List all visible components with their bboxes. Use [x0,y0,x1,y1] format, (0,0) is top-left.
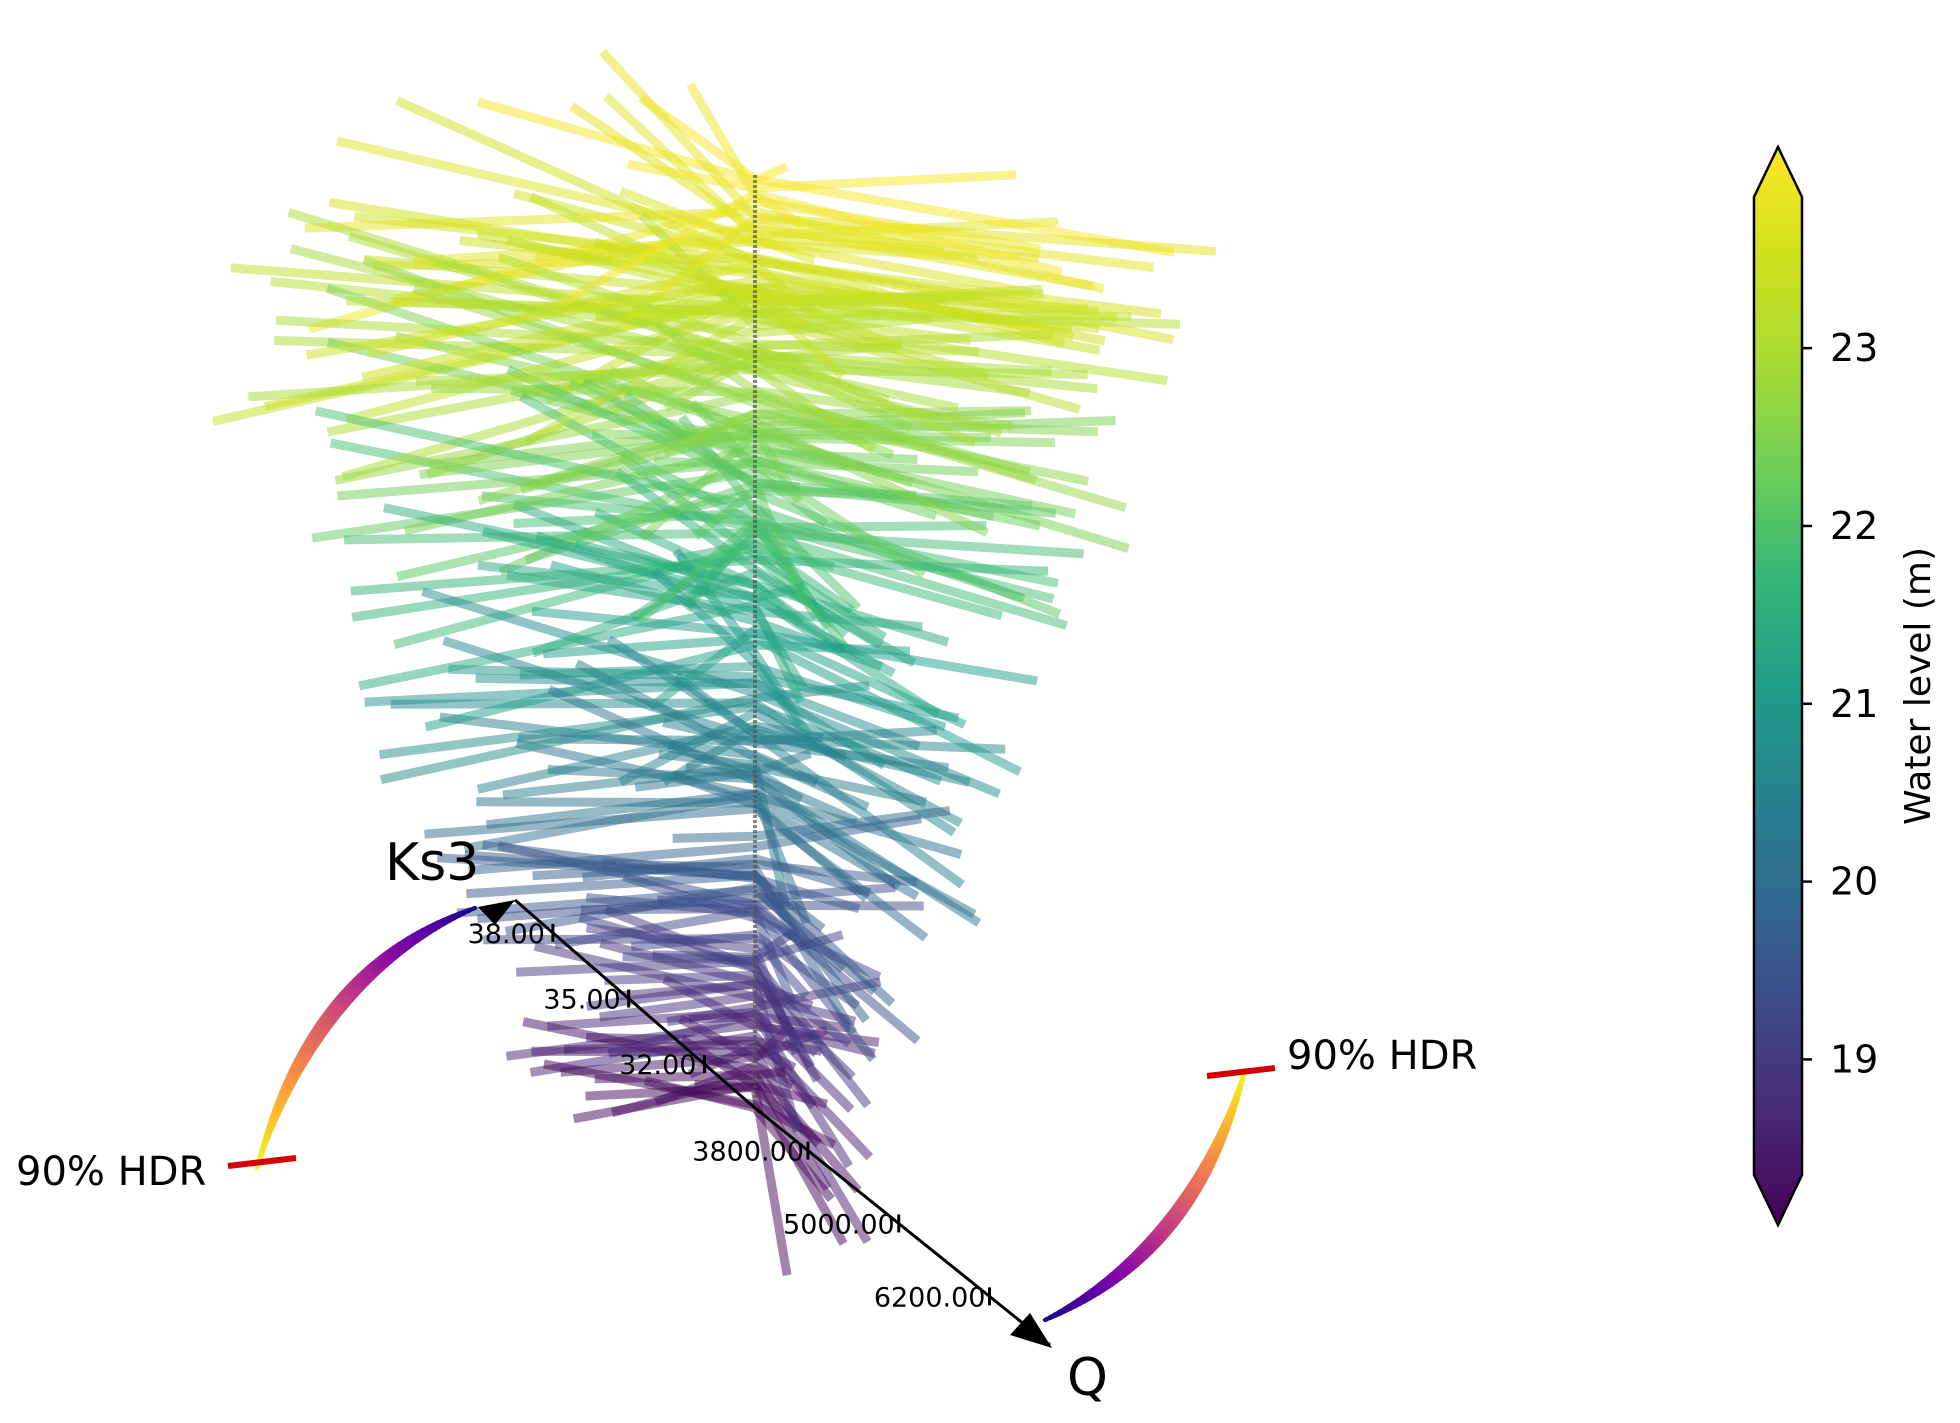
series-line [483,934,810,1000]
series-line [607,1009,853,1169]
series-line [638,94,1175,257]
right-hdr-arc [1042,1065,1276,1323]
series-line [618,187,979,262]
series-line [662,408,1090,486]
series-line [586,979,802,1134]
colorbar-tick-label: 20 [1830,860,1878,904]
q-axis: 3800.00 5000.00 6200.00 [692,1106,1052,1348]
colorbar-tick-label: 19 [1830,1037,1878,1081]
ks3-axis-line [514,898,756,1110]
ks3-axis: 32.00 35.00 38.00 [468,898,756,1110]
q-axis-label: Q [1067,1348,1108,1408]
series-line [415,364,1088,386]
colorbar-ticks: 19 20 21 22 23 [1802,326,1878,1081]
series-line [350,555,1049,596]
right-hdr-label: 90% HDR [1287,1033,1477,1079]
colorbar-tick-label: 21 [1830,682,1878,726]
colorbar-label: Water level (m) [1898,547,1939,825]
q-arrowhead [1010,1313,1052,1348]
colorbar-tick-label: 22 [1830,504,1878,548]
ks3-axis-label: Ks3 [385,833,479,893]
series-line [569,102,945,253]
q-tick-label: 3800.00 [692,1137,804,1168]
series-line [557,189,1063,308]
left-hdr-marker [227,1155,297,1169]
series-line [413,234,816,266]
right-hdr-marker [1206,1065,1276,1079]
ks3-arrowhead [478,900,515,925]
series-line [653,456,926,579]
q-axis-line [754,1106,1051,1347]
ks3-tick-label: 32.00 [619,1050,696,1081]
colorbar-tick-label: 23 [1830,326,1878,370]
q-tick-label: 6200.00 [874,1282,986,1313]
series-line [606,635,971,787]
series-line [582,854,871,898]
ks3-tick-label: 35.00 [543,985,620,1016]
left-hdr-segment [467,905,478,913]
q-tick-label: 5000.00 [783,1209,895,1240]
right-hdr-segment [1042,1315,1053,1323]
series-line [602,858,858,1036]
left-hdr-arc [227,905,478,1171]
series-line [563,1039,818,1110]
ks3-tick-label: 38.00 [468,919,545,950]
colorbar: 19 20 21 22 23 Water level (m) [1752,144,1939,1228]
series-line [624,214,1155,323]
water-level-lines [212,48,1217,1277]
series-line [574,539,950,647]
colorbar-body [1752,144,1804,1228]
series-line [619,284,1043,323]
left-hdr-label: 90% HDR [16,1149,206,1195]
series-line [531,606,1038,686]
